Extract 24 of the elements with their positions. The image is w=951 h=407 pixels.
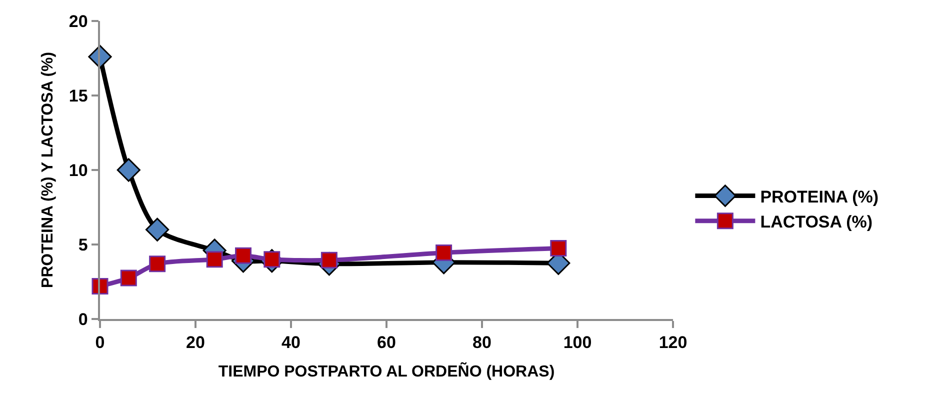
point bbox=[149, 256, 166, 272]
x-tick-label: 120 bbox=[658, 333, 688, 352]
y-tick-label: 15 bbox=[68, 86, 88, 106]
y-axis-title: PROTEINA (%) Y LACTOSA (%) bbox=[39, 52, 56, 288]
x-tick-label: 60 bbox=[377, 333, 396, 352]
x-tick-label: 100 bbox=[563, 333, 592, 352]
point bbox=[116, 158, 140, 182]
y-tick-label: 0 bbox=[78, 310, 88, 329]
x-tick-label: 20 bbox=[186, 333, 205, 352]
point bbox=[206, 251, 223, 268]
y-tick-label: 20 bbox=[68, 12, 88, 31]
point bbox=[235, 247, 252, 264]
point bbox=[436, 244, 452, 261]
y-tick-label: 5 bbox=[78, 235, 88, 254]
x-tick-label: 80 bbox=[472, 333, 492, 352]
x-tick-label: 40 bbox=[282, 333, 300, 352]
point bbox=[550, 240, 567, 256]
y-tick-label: 10 bbox=[68, 160, 88, 180]
point bbox=[120, 270, 137, 286]
x-axis-title: TIEMPO POSTPARTO AL ORDEÑO (HORAS) bbox=[218, 361, 555, 380]
point bbox=[146, 218, 170, 242]
legend-label: PROTEINA (%) bbox=[760, 187, 879, 206]
x-tick-label: 0 bbox=[95, 333, 105, 352]
legend-label: LACTOSA (%) bbox=[760, 212, 873, 232]
